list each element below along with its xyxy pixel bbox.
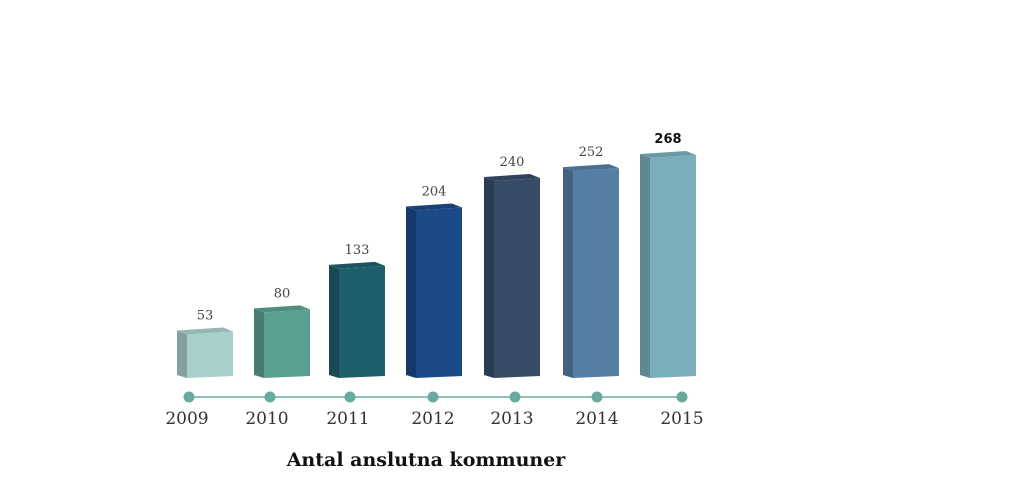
bar-side-face — [329, 264, 339, 378]
year-label-2011: 2011 — [326, 409, 369, 429]
year-label-2010: 2010 — [245, 409, 288, 429]
bar-2012 — [406, 203, 462, 378]
year-label-2009: 2009 — [165, 409, 208, 429]
value-label-2010: 80 — [274, 286, 291, 301]
bar-2011 — [329, 261, 385, 378]
bar-2015 — [640, 151, 696, 378]
bar-top-face — [177, 327, 233, 335]
timeline-dot-2009 — [183, 391, 195, 403]
bar-top-face — [563, 164, 619, 172]
bar-top-face — [484, 173, 540, 181]
bar-top-face — [640, 151, 696, 158]
bar-front-face — [264, 309, 310, 378]
bar-top-face — [406, 203, 462, 211]
year-labels-group: 2009 2010 2011 2012 2013 2014 2015 — [165, 409, 703, 429]
year-label-2012: 2012 — [411, 409, 454, 429]
timeline-dot-2012 — [427, 391, 439, 403]
value-label-2011: 133 — [345, 243, 370, 258]
chart-title: Antal anslutna kommuner — [286, 449, 567, 471]
bar-side-face — [254, 308, 264, 378]
value-labels-group: 53 80 133 204 240 252 268 — [197, 132, 682, 323]
timeline-dot-2013 — [509, 391, 521, 403]
timeline-dot-2010 — [264, 391, 276, 403]
value-label-2013: 240 — [500, 155, 525, 170]
bar-side-face — [484, 176, 494, 378]
value-label-2009: 53 — [197, 308, 214, 323]
bar-top-face — [329, 261, 385, 269]
bar-front-face — [650, 155, 696, 378]
bar-front-face — [187, 331, 233, 378]
bar-front-face — [573, 168, 619, 378]
timeline — [183, 391, 688, 403]
year-label-2014: 2014 — [575, 409, 618, 429]
bar-top-face — [254, 305, 310, 313]
bar-2009 — [177, 327, 233, 378]
bar-2013 — [484, 173, 540, 378]
timeline-dot-2011 — [344, 391, 356, 403]
bar-front-face — [339, 265, 385, 378]
year-label-2015: 2015 — [660, 409, 703, 429]
bar-side-face — [406, 206, 416, 378]
value-label-2014: 252 — [579, 145, 604, 160]
timeline-dot-2014 — [591, 391, 603, 403]
bars-group — [177, 151, 696, 378]
timeline-dot-2015 — [676, 391, 688, 403]
year-label-2013: 2013 — [490, 409, 533, 429]
bar-front-face — [416, 207, 462, 378]
bar-side-face — [640, 154, 650, 378]
bar-side-face — [177, 330, 187, 378]
bar-2014 — [563, 164, 619, 378]
bar-side-face — [563, 167, 573, 378]
value-label-2015: 268 — [654, 132, 681, 147]
value-label-2012: 204 — [422, 185, 447, 200]
bar-front-face — [494, 177, 540, 378]
bar-2010 — [254, 305, 310, 378]
